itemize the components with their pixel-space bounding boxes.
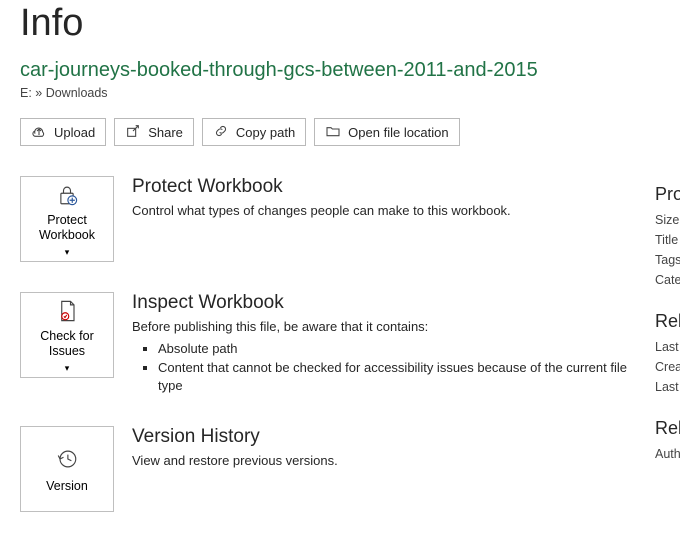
upload-button[interactable]: Upload <box>20 118 106 146</box>
folder-icon <box>325 123 341 142</box>
version-history-tile[interactable]: Version <box>20 426 114 512</box>
prop-title: Title <box>655 233 680 247</box>
prop-category: Category <box>655 273 680 287</box>
prop-created: Created <box>655 360 680 374</box>
inspect-issue: Content that cannot be checked for acces… <box>158 359 635 394</box>
prop-size: Size <box>655 213 680 227</box>
chevron-down-icon: ▾ <box>65 247 70 258</box>
prop-last-modified: Last Modified <box>655 340 680 354</box>
document-check-icon <box>53 297 81 325</box>
protect-title: Protect Workbook <box>132 176 635 198</box>
protect-workbook-tile[interactable]: Protect Workbook ▾ <box>20 176 114 262</box>
open-location-label: Open file location <box>348 125 448 140</box>
prop-tags: Tags <box>655 253 680 267</box>
version-title: Version History <box>132 426 635 448</box>
share-button[interactable]: Share <box>114 118 194 146</box>
protect-tile-label: Protect Workbook <box>23 213 111 244</box>
file-path: E: » Downloads <box>20 86 660 100</box>
inspect-title: Inspect Workbook <box>132 292 635 314</box>
prop-author: Author <box>655 447 680 461</box>
version-section: Version Version History View and restore… <box>20 426 635 512</box>
file-name: car-journeys-booked-through-gcs-between-… <box>20 59 660 82</box>
prop-last-printed: Last Printed <box>655 380 680 394</box>
properties-panel: Properties Size Title Tags Category Rela… <box>655 176 680 542</box>
open-location-button[interactable]: Open file location <box>314 118 459 146</box>
page-title: Info <box>20 2 660 45</box>
link-icon <box>213 123 229 142</box>
inspect-desc: Before publishing this file, be aware th… <box>132 318 635 394</box>
history-icon <box>53 443 81 475</box>
share-label: Share <box>148 125 183 140</box>
chevron-down-icon: ▾ <box>65 363 70 374</box>
check-issues-tile[interactable]: Check for Issues ▾ <box>20 292 114 378</box>
upload-icon <box>31 123 47 142</box>
inspect-section: Check for Issues ▾ Inspect Workbook Befo… <box>20 292 635 396</box>
version-desc: View and restore previous versions. <box>132 452 635 470</box>
copy-path-button[interactable]: Copy path <box>202 118 306 146</box>
related-people-heading: Related People <box>655 418 680 439</box>
protect-section: Protect Workbook ▾ Protect Workbook Cont… <box>20 176 635 262</box>
copy-path-label: Copy path <box>236 125 295 140</box>
check-issues-tile-label: Check for Issues <box>23 329 111 360</box>
share-icon <box>125 123 141 142</box>
version-tile-label: Version <box>46 479 88 495</box>
upload-label: Upload <box>54 125 95 140</box>
inspect-issue: Absolute path <box>158 340 635 358</box>
lock-icon <box>53 181 81 209</box>
related-dates-heading: Related Dates <box>655 311 680 332</box>
properties-heading: Properties <box>655 184 680 205</box>
protect-desc: Control what types of changes people can… <box>132 202 635 220</box>
action-bar: Upload Share Copy path Open file locatio… <box>20 118 660 146</box>
